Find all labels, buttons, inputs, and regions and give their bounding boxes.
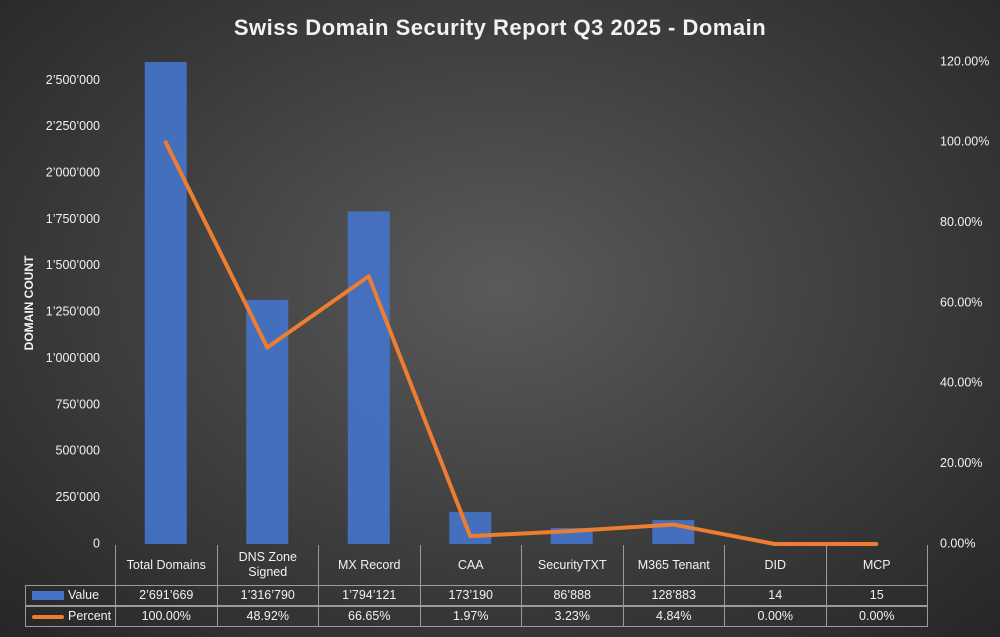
y2-tick-label: 40.00% — [940, 376, 982, 390]
table-value: 1.97% — [419, 606, 522, 627]
y-tick-label: 250’000 — [56, 490, 101, 504]
y-tick-label: 500’000 — [56, 444, 101, 458]
table-value: 66.65% — [318, 606, 421, 627]
y-tick-label: 1’000’000 — [46, 351, 100, 365]
legend-key — [32, 614, 64, 619]
table-value: 14 — [724, 585, 827, 606]
table-legend: Value — [25, 585, 116, 606]
table-category: CAA — [419, 545, 522, 585]
y-tick-label: 0 — [93, 536, 100, 550]
chart-title: Swiss Domain Security Report Q3 2025 - D… — [234, 15, 766, 40]
table-category: MCP — [825, 545, 928, 585]
table-category: MX Record — [318, 545, 421, 585]
bar-group — [144, 62, 898, 544]
table-category: M365 Tenant — [622, 545, 725, 585]
legend-key — [32, 591, 64, 600]
bar — [246, 299, 289, 544]
table-category: DNS Zone Signed — [216, 545, 319, 585]
table-value: 1’794’121 — [318, 585, 421, 606]
table-value: 0.00% — [724, 606, 827, 627]
table-value: 0.00% — [825, 606, 928, 627]
y2-tick-label: 100.00% — [940, 135, 989, 149]
table-value: 173’190 — [419, 585, 522, 606]
table-value: 15 — [825, 585, 928, 606]
y-tick-label: 1’250’000 — [46, 305, 100, 319]
table-category: SecurityTXT — [521, 545, 624, 585]
bar — [449, 511, 492, 544]
table-value: 100.00% — [115, 606, 218, 627]
y-tick-label: 2’000’000 — [46, 166, 100, 180]
table-legend: Percent — [25, 606, 116, 627]
y-tick-label: 750’000 — [56, 397, 101, 411]
table-value: 2’691’669 — [115, 585, 218, 606]
bar — [347, 211, 390, 544]
y2-tick-label: 80.00% — [940, 215, 982, 229]
table-value: 3.23% — [521, 606, 624, 627]
bar — [144, 62, 187, 544]
legend-label: Percent — [68, 609, 112, 623]
table-value: 128’883 — [622, 585, 725, 606]
table-value: 86’888 — [521, 585, 624, 606]
table-category: DID — [724, 545, 827, 585]
y2-tick-label: 60.00% — [940, 295, 982, 309]
y-tick-label: 1’500’000 — [46, 258, 100, 272]
legend-label: Value — [68, 588, 100, 602]
table-value: 4.84% — [622, 606, 725, 627]
table-category: Total Domains — [115, 545, 218, 585]
table-value: 48.92% — [216, 606, 319, 627]
y-axis-label: DOMAIN COUNT — [22, 255, 36, 350]
table-value: 1’316’790 — [216, 585, 319, 606]
y-tick-label: 2’250’000 — [46, 119, 100, 133]
y2-tick-label: 0.00% — [940, 536, 975, 550]
y-tick-label: 1’750’000 — [46, 212, 100, 226]
y2-tick-label: 120.00% — [940, 54, 989, 68]
y2-tick-label: 20.00% — [940, 456, 982, 470]
line-series — [163, 140, 879, 546]
y-tick-label: 2’500’000 — [46, 73, 100, 87]
